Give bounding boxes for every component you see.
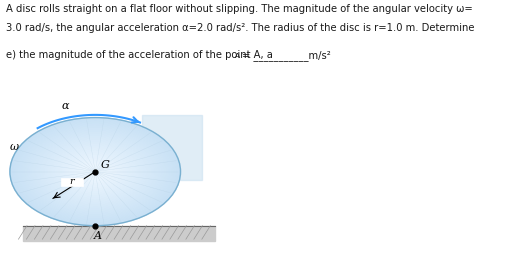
Circle shape	[15, 121, 175, 222]
Circle shape	[26, 128, 165, 216]
Circle shape	[59, 149, 132, 195]
Circle shape	[29, 130, 162, 213]
Circle shape	[43, 138, 147, 205]
Circle shape	[40, 136, 151, 207]
Circle shape	[75, 159, 115, 185]
Circle shape	[12, 119, 178, 224]
Circle shape	[70, 155, 121, 188]
Circle shape	[86, 165, 105, 178]
Circle shape	[90, 168, 101, 175]
Polygon shape	[142, 115, 202, 180]
Circle shape	[22, 125, 169, 218]
Circle shape	[33, 132, 158, 212]
Text: G: G	[101, 160, 109, 170]
Circle shape	[25, 127, 166, 216]
Circle shape	[10, 118, 180, 226]
Circle shape	[21, 124, 170, 219]
Text: ω: ω	[10, 142, 19, 152]
Circle shape	[27, 128, 164, 215]
Circle shape	[51, 144, 139, 199]
Circle shape	[67, 153, 124, 190]
Circle shape	[79, 162, 111, 182]
Circle shape	[31, 131, 159, 212]
Text: A: A	[93, 230, 102, 241]
Circle shape	[18, 123, 172, 220]
Circle shape	[11, 118, 179, 225]
Circle shape	[57, 147, 134, 196]
Circle shape	[23, 126, 168, 218]
Circle shape	[41, 137, 149, 206]
Circle shape	[69, 155, 122, 189]
Circle shape	[74, 158, 116, 185]
Circle shape	[45, 140, 145, 203]
Circle shape	[94, 171, 97, 172]
Circle shape	[24, 126, 167, 217]
Text: α: α	[61, 101, 69, 111]
Circle shape	[55, 146, 136, 197]
Circle shape	[88, 167, 103, 176]
Circle shape	[65, 152, 126, 191]
Circle shape	[91, 169, 100, 174]
Text: A disc rolls straight on a flat floor without slipping. The magnitude of the ang: A disc rolls straight on a flat floor wi…	[6, 4, 472, 14]
Circle shape	[63, 151, 127, 192]
Circle shape	[37, 135, 154, 209]
Circle shape	[66, 153, 125, 191]
Circle shape	[46, 141, 144, 203]
Circle shape	[52, 145, 138, 199]
Circle shape	[28, 129, 163, 214]
Circle shape	[17, 122, 173, 221]
Circle shape	[58, 148, 133, 195]
Circle shape	[42, 138, 148, 205]
Circle shape	[56, 147, 135, 197]
Circle shape	[71, 156, 120, 187]
Circle shape	[60, 149, 131, 194]
Text: e) the magnitude of the acceleration of the point A, a: e) the magnitude of the acceleration of …	[6, 50, 272, 60]
Circle shape	[80, 162, 110, 181]
Circle shape	[87, 166, 104, 177]
Circle shape	[39, 136, 152, 207]
Circle shape	[73, 158, 118, 186]
Circle shape	[68, 154, 123, 189]
Circle shape	[61, 150, 130, 193]
Text: A: A	[235, 53, 240, 59]
Circle shape	[78, 161, 112, 182]
Circle shape	[47, 141, 143, 202]
Bar	[23, 226, 215, 241]
Circle shape	[34, 132, 157, 211]
Circle shape	[62, 151, 128, 192]
Text: = ___________m/s²: = ___________m/s²	[241, 50, 330, 61]
Circle shape	[83, 164, 107, 179]
Circle shape	[77, 160, 113, 183]
Circle shape	[36, 134, 155, 209]
Bar	[60, 177, 83, 186]
Circle shape	[14, 120, 176, 223]
Circle shape	[54, 145, 137, 198]
Circle shape	[89, 168, 102, 176]
Circle shape	[49, 143, 141, 201]
Circle shape	[50, 143, 140, 200]
Circle shape	[84, 165, 106, 178]
Circle shape	[76, 159, 114, 184]
Circle shape	[13, 120, 177, 224]
Circle shape	[35, 133, 156, 210]
Circle shape	[72, 157, 119, 186]
Circle shape	[44, 139, 146, 204]
Circle shape	[19, 124, 171, 219]
Circle shape	[30, 130, 160, 213]
Circle shape	[81, 163, 109, 180]
Circle shape	[48, 142, 142, 201]
Circle shape	[16, 122, 174, 222]
Circle shape	[38, 135, 153, 208]
Text: 3.0 rad/s, the angular acceleration α=2.0 rad/s². The radius of the disc is r=1.: 3.0 rad/s, the angular acceleration α=2.…	[6, 23, 474, 33]
Circle shape	[82, 164, 108, 180]
Text: r: r	[70, 177, 74, 186]
Circle shape	[92, 170, 99, 174]
Circle shape	[93, 170, 98, 173]
